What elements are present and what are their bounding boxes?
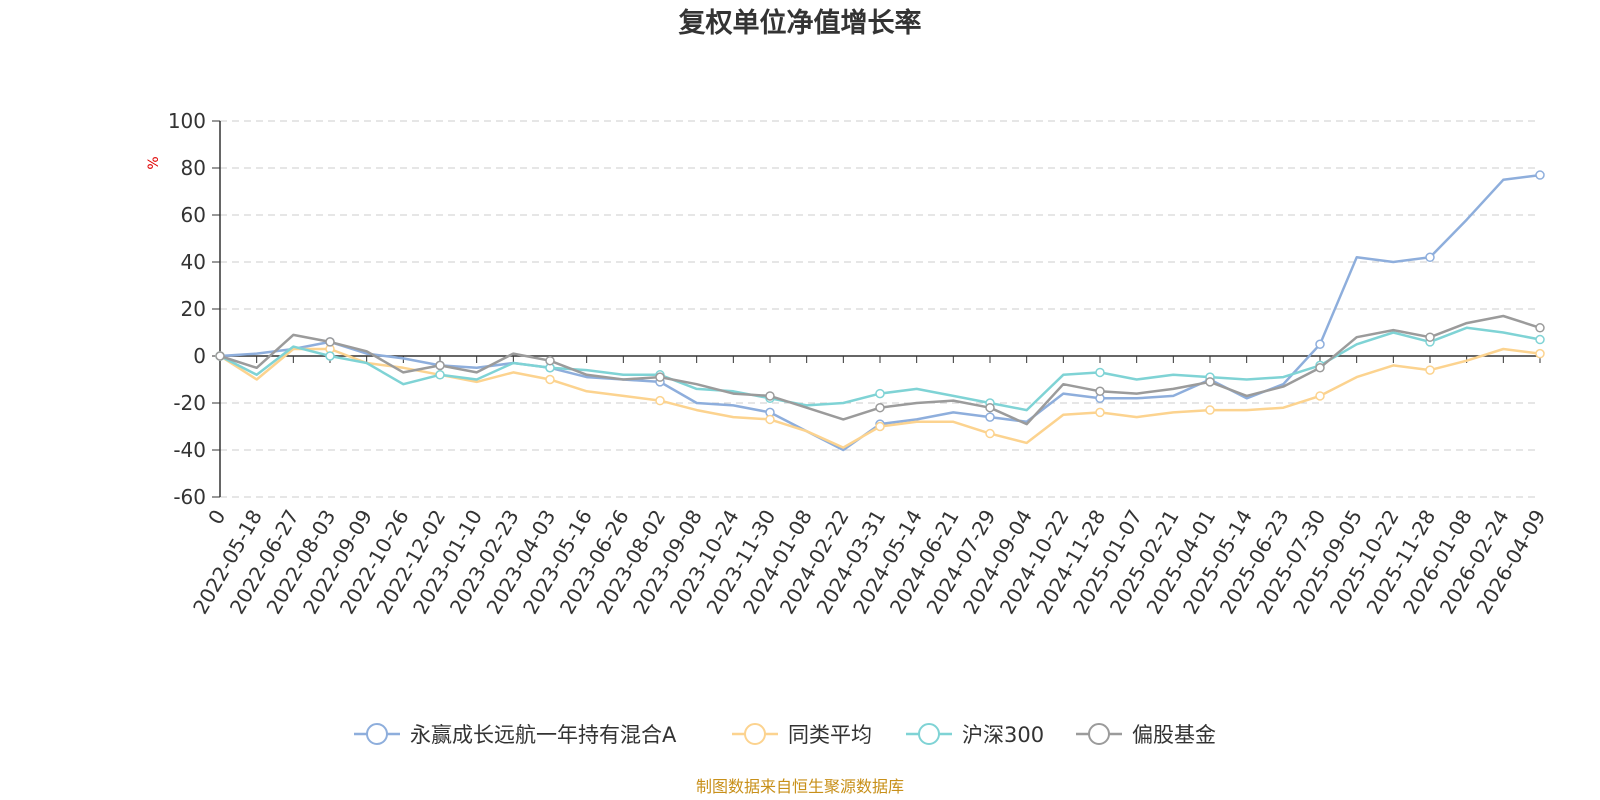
data-point: [985, 402, 995, 413]
y-axis-unit: %: [146, 156, 162, 169]
data-source-note: 制图数据来自恒生聚源数据库: [696, 777, 904, 796]
legend-item[interactable]: 沪深300: [906, 723, 1044, 747]
data-point: [1535, 170, 1545, 180]
y-tick-label: 80: [181, 156, 206, 180]
data-point: [435, 360, 445, 371]
data-point: [1095, 407, 1105, 418]
data-point: [765, 391, 775, 401]
data-point: [765, 414, 775, 425]
data-point: [655, 372, 665, 382]
legend-item[interactable]: 偏股基金: [1076, 723, 1216, 747]
legend-label: 同类平均: [788, 723, 872, 747]
data-point: [985, 412, 995, 422]
legend-label: 永赢成长远航一年持有混合A: [410, 723, 677, 747]
legend-swatch-marker: [744, 723, 766, 745]
y-tick-label: -60: [173, 485, 206, 509]
data-point: [435, 370, 445, 380]
data-point: [1425, 252, 1435, 263]
data-point: [1205, 405, 1215, 415]
data-point: [875, 388, 885, 399]
series-group: [215, 314, 1545, 426]
y-tick-label: 40: [181, 250, 206, 274]
series-lines: [215, 170, 1545, 452]
data-point: [1535, 334, 1545, 345]
y-tick-label: 20: [181, 297, 206, 321]
data-point: [325, 351, 335, 361]
data-point: [215, 351, 225, 361]
data-point: [1315, 363, 1325, 373]
legend-item[interactable]: 同类平均: [732, 723, 872, 747]
y-tick-label: 0: [193, 344, 206, 368]
y-tick-label: 100: [168, 109, 206, 133]
legend-label: 偏股基金: [1132, 723, 1216, 747]
legend-swatch-marker: [918, 723, 940, 745]
legend-swatch-marker: [366, 723, 388, 745]
data-point: [545, 374, 555, 385]
data-point: [655, 395, 665, 406]
y-tick-label: -40: [173, 438, 206, 462]
data-point: [325, 337, 335, 347]
y-tick-label: -20: [173, 391, 206, 415]
data-point: [985, 428, 995, 439]
data-point: [1205, 377, 1215, 387]
axes: 100806040200-20-40-6002022-05-182022-06-…: [168, 109, 1551, 618]
data-point: [875, 421, 885, 432]
chart-title: 复权单位净值增长率: [679, 7, 922, 39]
legend-swatch-marker: [1088, 723, 1110, 745]
y-tick-label: 60: [181, 203, 206, 227]
data-point: [1425, 332, 1435, 342]
x-tick-label: 0: [203, 506, 230, 529]
data-point: [1095, 367, 1105, 378]
legend-item[interactable]: 永赢成长远航一年持有混合A: [354, 723, 677, 747]
data-point: [1425, 365, 1435, 375]
data-point: [545, 355, 555, 366]
data-point: [875, 402, 885, 413]
data-point: [1535, 323, 1545, 333]
legend[interactable]: 永赢成长远航一年持有混合A 同类平均 沪深300 偏股基金: [354, 723, 1216, 747]
data-point: [1315, 339, 1325, 349]
grid-lines: [220, 120, 1540, 498]
legend-label: 沪深300: [962, 723, 1044, 747]
data-point: [1535, 348, 1545, 359]
data-point: [1315, 391, 1325, 401]
data-point: [1095, 386, 1105, 396]
